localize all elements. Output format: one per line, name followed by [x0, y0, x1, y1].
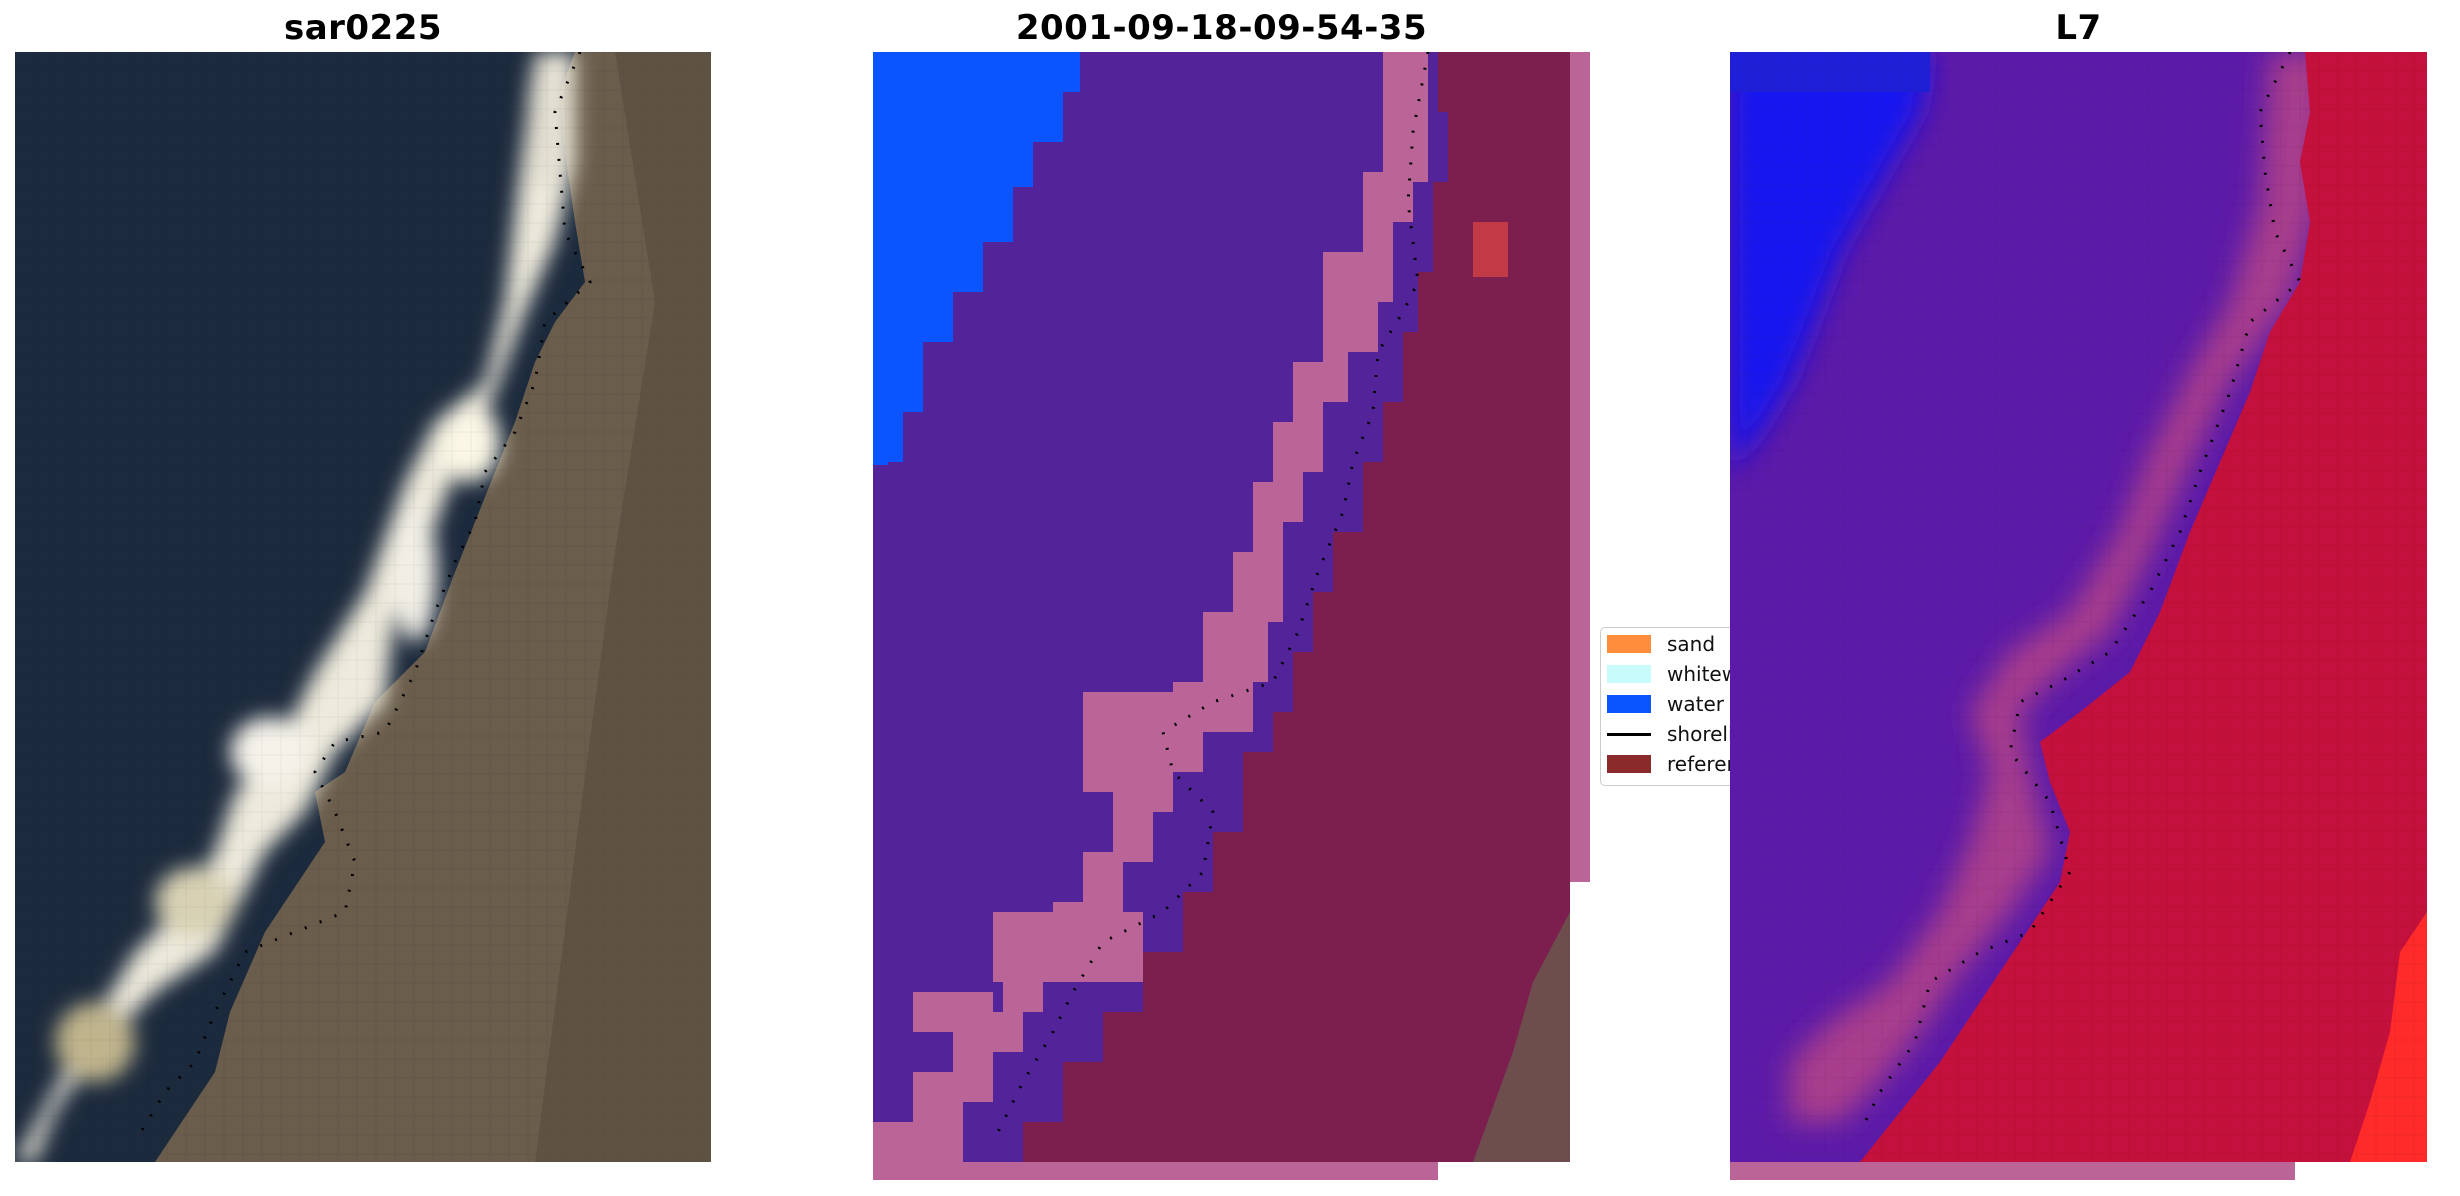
panel-title-l7: L7 [2055, 8, 2102, 48]
classified-image [873, 52, 1590, 1180]
probability-map [1730, 52, 2427, 1180]
water-class-region [873, 52, 1080, 465]
legend-item-whitewater: whitewater [1607, 661, 1739, 687]
legend-label: reference shoreline buffer [1667, 752, 1739, 776]
shoreline [133, 52, 592, 1143]
rgb-image [15, 52, 711, 1162]
legend: sand whitewater water shoreline referenc… [1600, 627, 1740, 786]
legend-label: water [1667, 692, 1724, 716]
reference-swatch [1607, 755, 1651, 773]
legend-label: whitewater [1667, 662, 1739, 686]
probability-map-panel [1730, 52, 2450, 1182]
panel-title-date: 2001-09-18-09-54-35 [1015, 8, 1428, 48]
panel-title-sar0225: sar0225 [283, 8, 443, 48]
classified-image-panel [873, 52, 1593, 1182]
legend-item-reference: reference shoreline buffer [1607, 751, 1739, 777]
rgb-image-panel [15, 52, 711, 1162]
legend-label: shoreline [1667, 722, 1739, 746]
water-swatch [1607, 695, 1651, 713]
sand-swatch [1607, 635, 1651, 653]
legend-label: sand [1667, 632, 1716, 656]
shoreline-line-icon [1607, 732, 1651, 736]
legend-item-water: water [1607, 691, 1724, 717]
land-overlay-region [1023, 52, 1570, 1162]
legend-item-sand: sand [1607, 631, 1715, 657]
whitewater-swatch [1607, 665, 1651, 683]
legend-item-shoreline: shoreline [1607, 721, 1739, 747]
